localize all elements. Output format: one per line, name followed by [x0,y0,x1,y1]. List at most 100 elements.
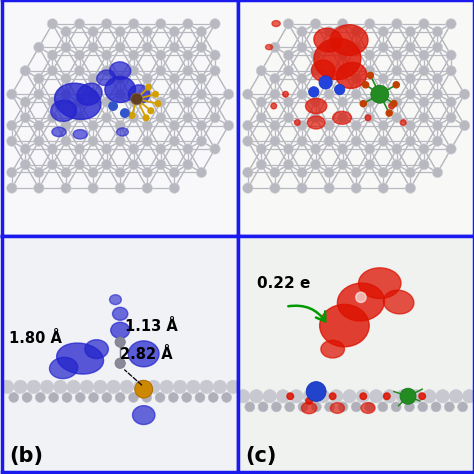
Circle shape [101,18,112,29]
Circle shape [182,18,193,29]
Circle shape [378,73,389,84]
Ellipse shape [77,83,102,105]
Circle shape [20,112,30,123]
Circle shape [129,113,135,118]
Circle shape [88,167,98,178]
Circle shape [196,89,207,100]
Circle shape [365,18,375,29]
Ellipse shape [383,290,414,314]
Circle shape [311,402,321,412]
Circle shape [432,42,443,53]
Circle shape [324,89,334,100]
Circle shape [74,97,85,107]
Circle shape [270,120,280,131]
Circle shape [303,390,316,403]
Circle shape [169,120,180,131]
Circle shape [155,18,166,29]
Circle shape [61,73,71,84]
Circle shape [101,65,112,76]
Circle shape [298,402,308,412]
Circle shape [196,27,207,37]
Circle shape [310,112,321,123]
Ellipse shape [311,60,335,81]
Circle shape [20,159,30,170]
Circle shape [155,112,166,123]
Circle shape [243,136,253,146]
Circle shape [383,390,396,403]
Circle shape [61,42,71,53]
Circle shape [34,89,44,100]
Circle shape [169,42,180,53]
Ellipse shape [265,45,273,50]
Circle shape [34,120,44,131]
Circle shape [276,390,290,403]
Circle shape [182,159,193,170]
Circle shape [196,42,207,53]
Ellipse shape [301,402,317,414]
Circle shape [74,50,85,60]
Circle shape [283,91,288,97]
Circle shape [392,112,402,123]
Ellipse shape [336,63,367,89]
Ellipse shape [51,100,77,121]
Ellipse shape [337,283,384,321]
Circle shape [7,120,17,131]
Ellipse shape [117,128,128,136]
Circle shape [337,50,348,60]
Ellipse shape [49,357,78,379]
Circle shape [169,27,180,37]
Circle shape [182,50,193,60]
Circle shape [405,89,416,100]
Circle shape [263,390,276,403]
Circle shape [324,136,334,146]
Circle shape [107,380,120,393]
Circle shape [142,73,153,84]
Circle shape [153,91,158,97]
Circle shape [386,110,392,116]
Circle shape [101,144,112,154]
Circle shape [351,73,361,84]
Circle shape [27,380,40,393]
Circle shape [173,380,187,393]
Circle shape [378,120,389,131]
Circle shape [131,93,143,105]
Circle shape [20,144,30,154]
Circle shape [459,89,470,100]
Circle shape [392,50,402,60]
Circle shape [365,50,375,60]
Circle shape [7,89,17,100]
Circle shape [49,392,59,402]
Circle shape [367,73,374,79]
Circle shape [283,112,294,123]
Circle shape [128,97,139,107]
Circle shape [169,89,180,100]
Circle shape [237,390,250,403]
Circle shape [135,380,153,398]
Circle shape [142,89,153,100]
Circle shape [446,65,456,76]
Circle shape [22,392,32,402]
Circle shape [210,18,220,29]
Circle shape [209,392,218,402]
Circle shape [34,183,44,193]
Circle shape [115,120,125,131]
Circle shape [213,380,227,393]
Circle shape [182,392,191,402]
Circle shape [383,393,390,400]
Circle shape [270,42,280,53]
Circle shape [337,144,348,154]
Circle shape [134,380,147,393]
Circle shape [89,392,99,402]
Circle shape [432,73,443,84]
Circle shape [392,97,402,107]
Circle shape [446,18,456,29]
Circle shape [445,402,454,412]
Circle shape [405,42,416,53]
Ellipse shape [128,85,150,104]
Circle shape [335,84,345,95]
Circle shape [338,402,348,412]
Circle shape [142,167,153,178]
Circle shape [9,392,18,402]
Circle shape [115,337,125,347]
Circle shape [115,73,125,84]
